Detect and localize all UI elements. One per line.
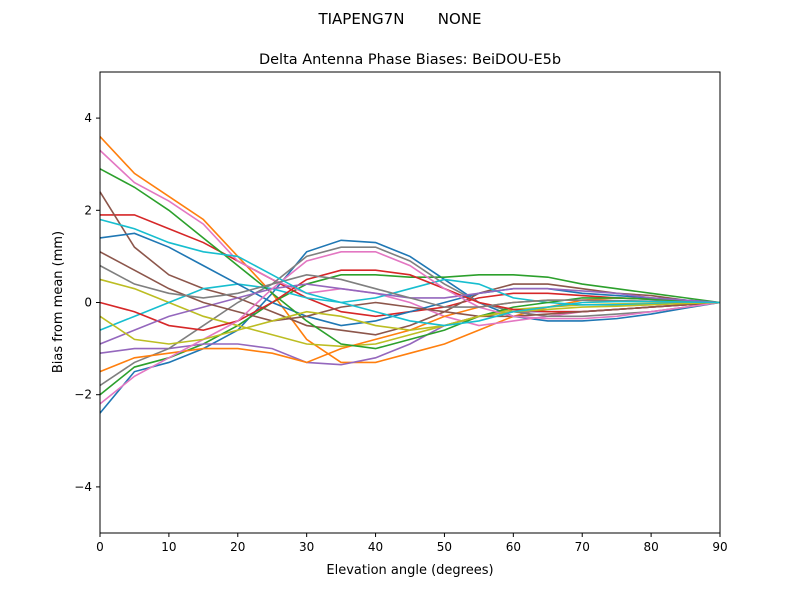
x-tick-label: 20 (230, 540, 245, 554)
x-tick-label: 0 (96, 540, 104, 554)
x-tick-label: 80 (643, 540, 658, 554)
x-tick-label: 50 (437, 540, 452, 554)
series-line-10 (99, 278, 721, 331)
y-tick-label: 4 (84, 111, 92, 125)
y-tick-label: −2 (74, 388, 92, 402)
x-tick-label: 10 (161, 540, 176, 554)
suptitle: TIAPENG7N NONE (317, 10, 481, 28)
series-line-8 (99, 246, 721, 387)
chart-title: Delta Antenna Phase Biases: BeiDOU-E5b (259, 52, 561, 68)
series-line-18 (99, 264, 721, 308)
axis-ticks: 0 10 20 30 40 50 60 70 80 90 −4 −2 0 2 4 (74, 111, 727, 554)
x-tick-label: 30 (299, 540, 314, 554)
series-line-16 (99, 251, 721, 322)
series-line-9 (99, 278, 721, 348)
x-tick-label: 70 (575, 540, 590, 554)
series-line-19 (99, 301, 721, 345)
series-line-13 (99, 168, 721, 350)
series-line-20 (99, 218, 721, 327)
series-lines (99, 135, 721, 414)
y-tick-label: 2 (84, 203, 92, 217)
x-tick-label: 40 (368, 540, 383, 554)
series-line-11 (99, 232, 721, 327)
x-tick-label: 90 (712, 540, 727, 554)
y-tick-label: 0 (84, 296, 92, 310)
x-axis-label: Elevation angle (degrees) (326, 563, 493, 578)
x-tick-label: 60 (506, 540, 521, 554)
y-axis-label: Bias from mean (mm) (51, 231, 66, 373)
y-tick-label: −4 (74, 480, 92, 494)
